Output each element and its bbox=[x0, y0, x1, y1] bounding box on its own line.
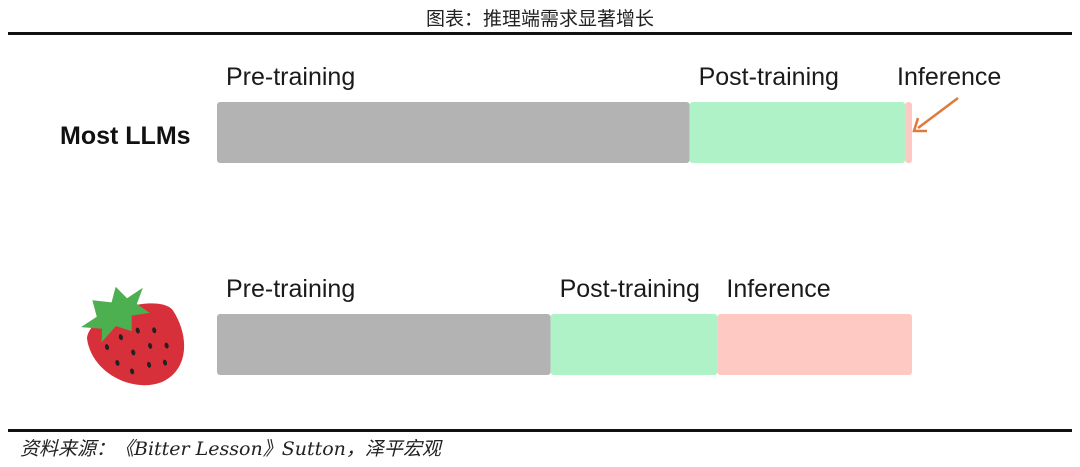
bar-segment-post-training bbox=[550, 314, 718, 375]
bar-segment-pre-training bbox=[217, 102, 690, 163]
annotation-arrowhead bbox=[912, 117, 927, 133]
source-note: 资料来源：《Bitter Lesson》Sutton，泽平宏观 bbox=[20, 438, 441, 460]
segment-label: Inference bbox=[897, 63, 1001, 91]
segment-label: Post-training bbox=[699, 63, 839, 91]
bar-segment-inference bbox=[717, 314, 912, 375]
top-rule bbox=[8, 32, 1072, 35]
segment-label: Inference bbox=[726, 275, 830, 303]
bottom-rule bbox=[8, 429, 1072, 432]
segment-label: Post-training bbox=[560, 275, 700, 303]
bar-segment-inference bbox=[905, 102, 912, 163]
segment-label: Pre-training bbox=[226, 275, 355, 303]
bar-segment-post-training bbox=[689, 102, 906, 163]
row-label: Most LLMs bbox=[60, 122, 191, 150]
segment-label: Pre-training bbox=[226, 63, 355, 91]
bar-segment-pre-training bbox=[217, 314, 551, 375]
strawberry-icon bbox=[80, 286, 185, 386]
figure-title: 图表：推理端需求显著增长 bbox=[425, 8, 654, 30]
annotation-arrow bbox=[917, 97, 959, 129]
